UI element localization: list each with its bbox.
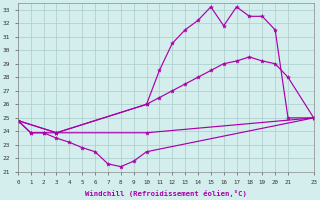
X-axis label: Windchill (Refroidissement éolien,°C): Windchill (Refroidissement éolien,°C)	[85, 190, 247, 197]
